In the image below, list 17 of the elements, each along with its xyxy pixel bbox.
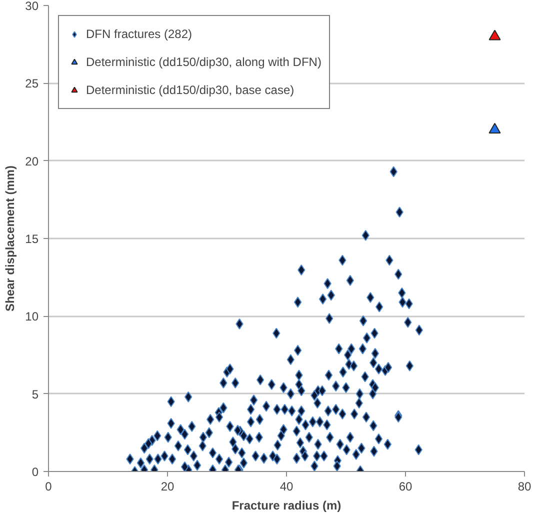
y-tick-label: 20 bbox=[25, 154, 39, 168]
x-tick-label: 0 bbox=[45, 480, 52, 494]
legend-label: Deterministic (dd150/dip30, base case) bbox=[86, 83, 294, 97]
y-tick-label: 0 bbox=[32, 465, 39, 479]
legend-label: Deterministic (dd150/dip30, along with DFN) bbox=[86, 55, 322, 69]
y-axis-title: Shear displacement (mm) bbox=[3, 165, 18, 312]
x-tick-label: 20 bbox=[160, 480, 174, 494]
y-tick-label: 30 bbox=[25, 0, 39, 13]
x-tick-label: 60 bbox=[398, 480, 412, 494]
x-axis-title: Fracture radius (m) bbox=[232, 498, 342, 512]
y-tick-label: 15 bbox=[25, 232, 39, 246]
x-tick-label: 80 bbox=[518, 480, 532, 494]
y-tick-label: 10 bbox=[25, 310, 39, 324]
y-tick-label: 25 bbox=[25, 76, 39, 91]
y-tick-label: 5 bbox=[32, 387, 39, 402]
legend-label: DFN fractures (282) bbox=[86, 27, 192, 41]
x-tick-label: 40 bbox=[280, 480, 294, 494]
